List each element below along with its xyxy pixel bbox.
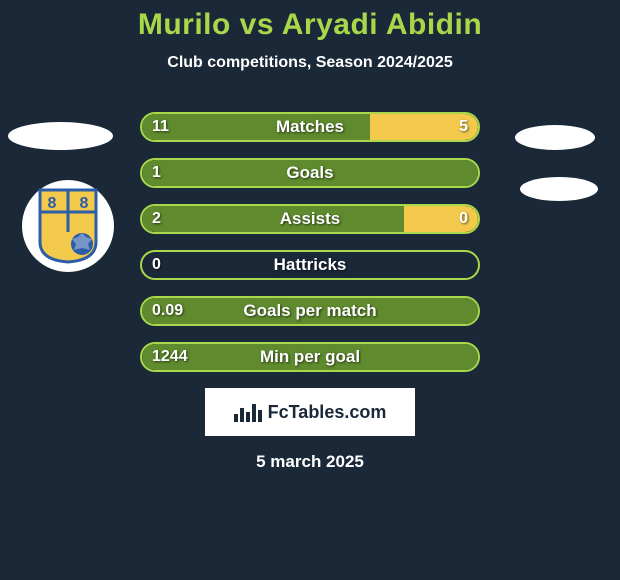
brand-text: FcTables.com (268, 402, 387, 423)
stat-row: Assists2 0 (140, 204, 480, 234)
stat-label: Goals per match (140, 301, 480, 321)
stat-row: Matches11 5 (140, 112, 480, 142)
stat-value-left: 1244 (152, 348, 188, 366)
bar-chart-icon (234, 402, 262, 422)
club-badge-inner: 8 8 (36, 188, 100, 264)
stat-value-left: 0.09 (152, 302, 183, 320)
player-right-logo-placeholder-2 (520, 177, 598, 201)
stat-label: Assists (140, 209, 480, 229)
stat-row: Hattricks0 (140, 250, 480, 280)
stat-row: Goals per match0.09 (140, 296, 480, 326)
club-badge: 8 8 (22, 180, 114, 272)
stat-label: Min per goal (140, 347, 480, 367)
stat-value-left: 1 (152, 164, 161, 182)
comparison-card: Murilo vs Aryadi Abidin Club competition… (0, 0, 620, 472)
badge-number-left: 8 (48, 195, 57, 212)
stat-value-left: 2 (152, 210, 161, 228)
page-subtitle: Club competitions, Season 2024/2025 (0, 54, 620, 72)
stat-row: Min per goal1244 (140, 342, 480, 372)
badge-number-right: 8 (80, 195, 89, 212)
brand-footer: FcTables.com (205, 388, 415, 436)
stat-value-left: 0 (152, 256, 161, 274)
stat-value-right: 0 (459, 210, 468, 228)
shield-icon: 8 8 (36, 188, 100, 264)
stat-label: Goals (140, 163, 480, 183)
date-text: 5 march 2025 (0, 452, 620, 472)
player-right-logo-placeholder-1 (515, 125, 595, 150)
stat-label: Matches (140, 117, 480, 137)
stat-row: Goals1 (140, 158, 480, 188)
player-left-logo-placeholder (8, 122, 113, 150)
page-title: Murilo vs Aryadi Abidin (0, 8, 620, 42)
stat-label: Hattricks (140, 255, 480, 275)
stat-value-left: 11 (152, 118, 169, 136)
stat-value-right: 5 (459, 118, 468, 136)
